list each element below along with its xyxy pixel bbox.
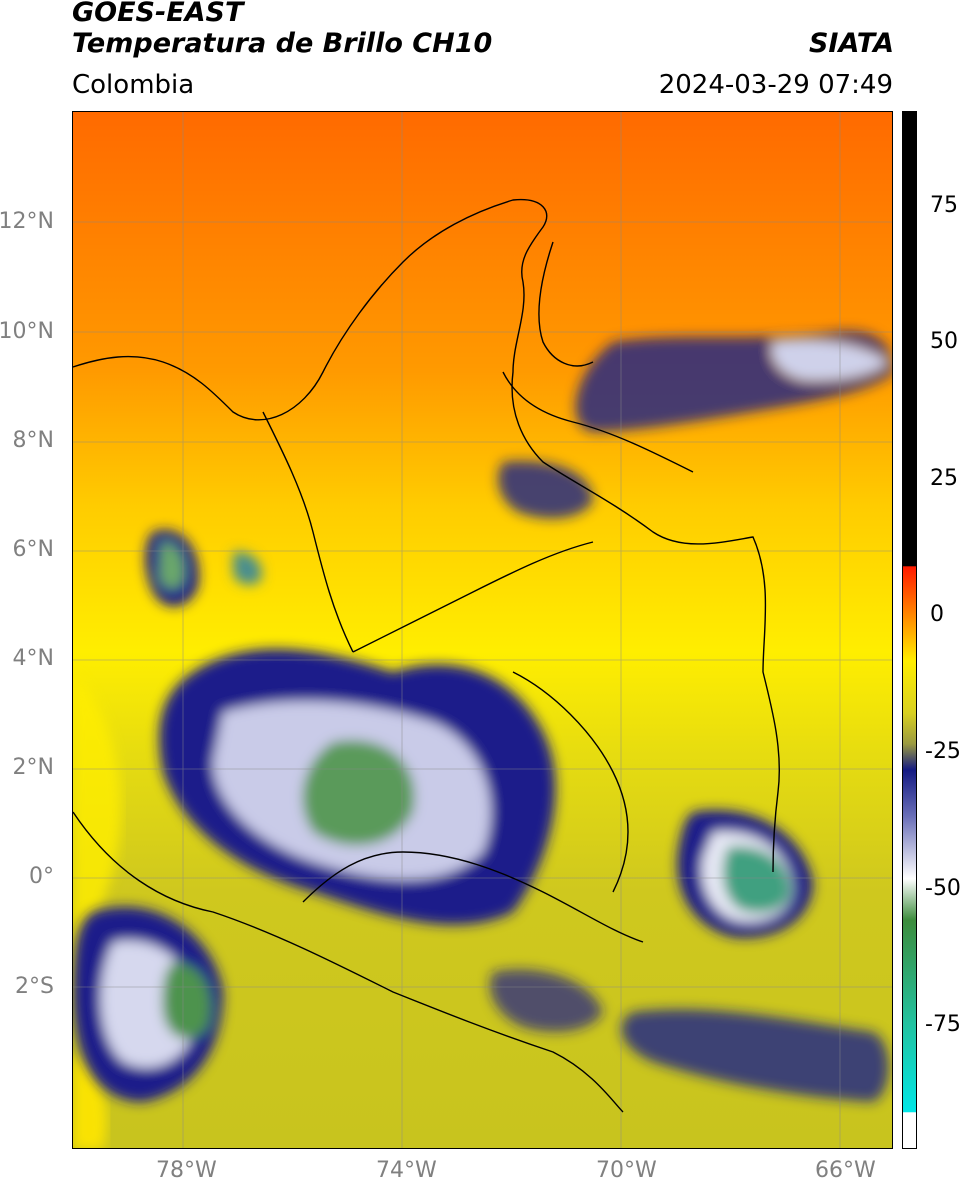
borders <box>73 198 781 1113</box>
colorbar-tick: 25 <box>930 466 958 491</box>
lon-label: 78°W <box>156 1158 217 1183</box>
graticule <box>73 112 892 1148</box>
colorbar-tick: -25 <box>925 739 961 764</box>
satellite-title: GOES-EAST <box>72 0 244 28</box>
region-label: Colombia <box>72 70 195 100</box>
lat-label: 2°N <box>12 755 54 780</box>
source-label: SIATA <box>808 28 894 59</box>
lat-label: 2°S <box>15 974 54 999</box>
lat-label: 12°N <box>0 209 54 234</box>
lat-label: 10°N <box>0 319 54 344</box>
lat-label: 8°N <box>12 428 54 453</box>
product-title: Temperatura de Brillo CH10 <box>72 28 493 59</box>
colorbar-tick: 75 <box>930 193 958 218</box>
colorbar <box>902 111 917 1149</box>
colorbar-tick: 0 <box>930 602 944 627</box>
lat-label: 0° <box>29 864 54 889</box>
datetime-label: 2024-03-29 07:49 <box>658 70 893 100</box>
colorbar-tick: -75 <box>925 1012 961 1037</box>
lon-label: 70°W <box>596 1158 657 1183</box>
lat-label: 4°N <box>12 646 54 671</box>
lat-label: 6°N <box>12 537 54 562</box>
colorbar-tick: 50 <box>930 329 958 354</box>
lon-label: 74°W <box>376 1158 437 1183</box>
lon-label: 66°W <box>815 1158 876 1183</box>
colorbar-tick: -50 <box>925 876 961 901</box>
brightness-temperature-map <box>72 111 893 1149</box>
